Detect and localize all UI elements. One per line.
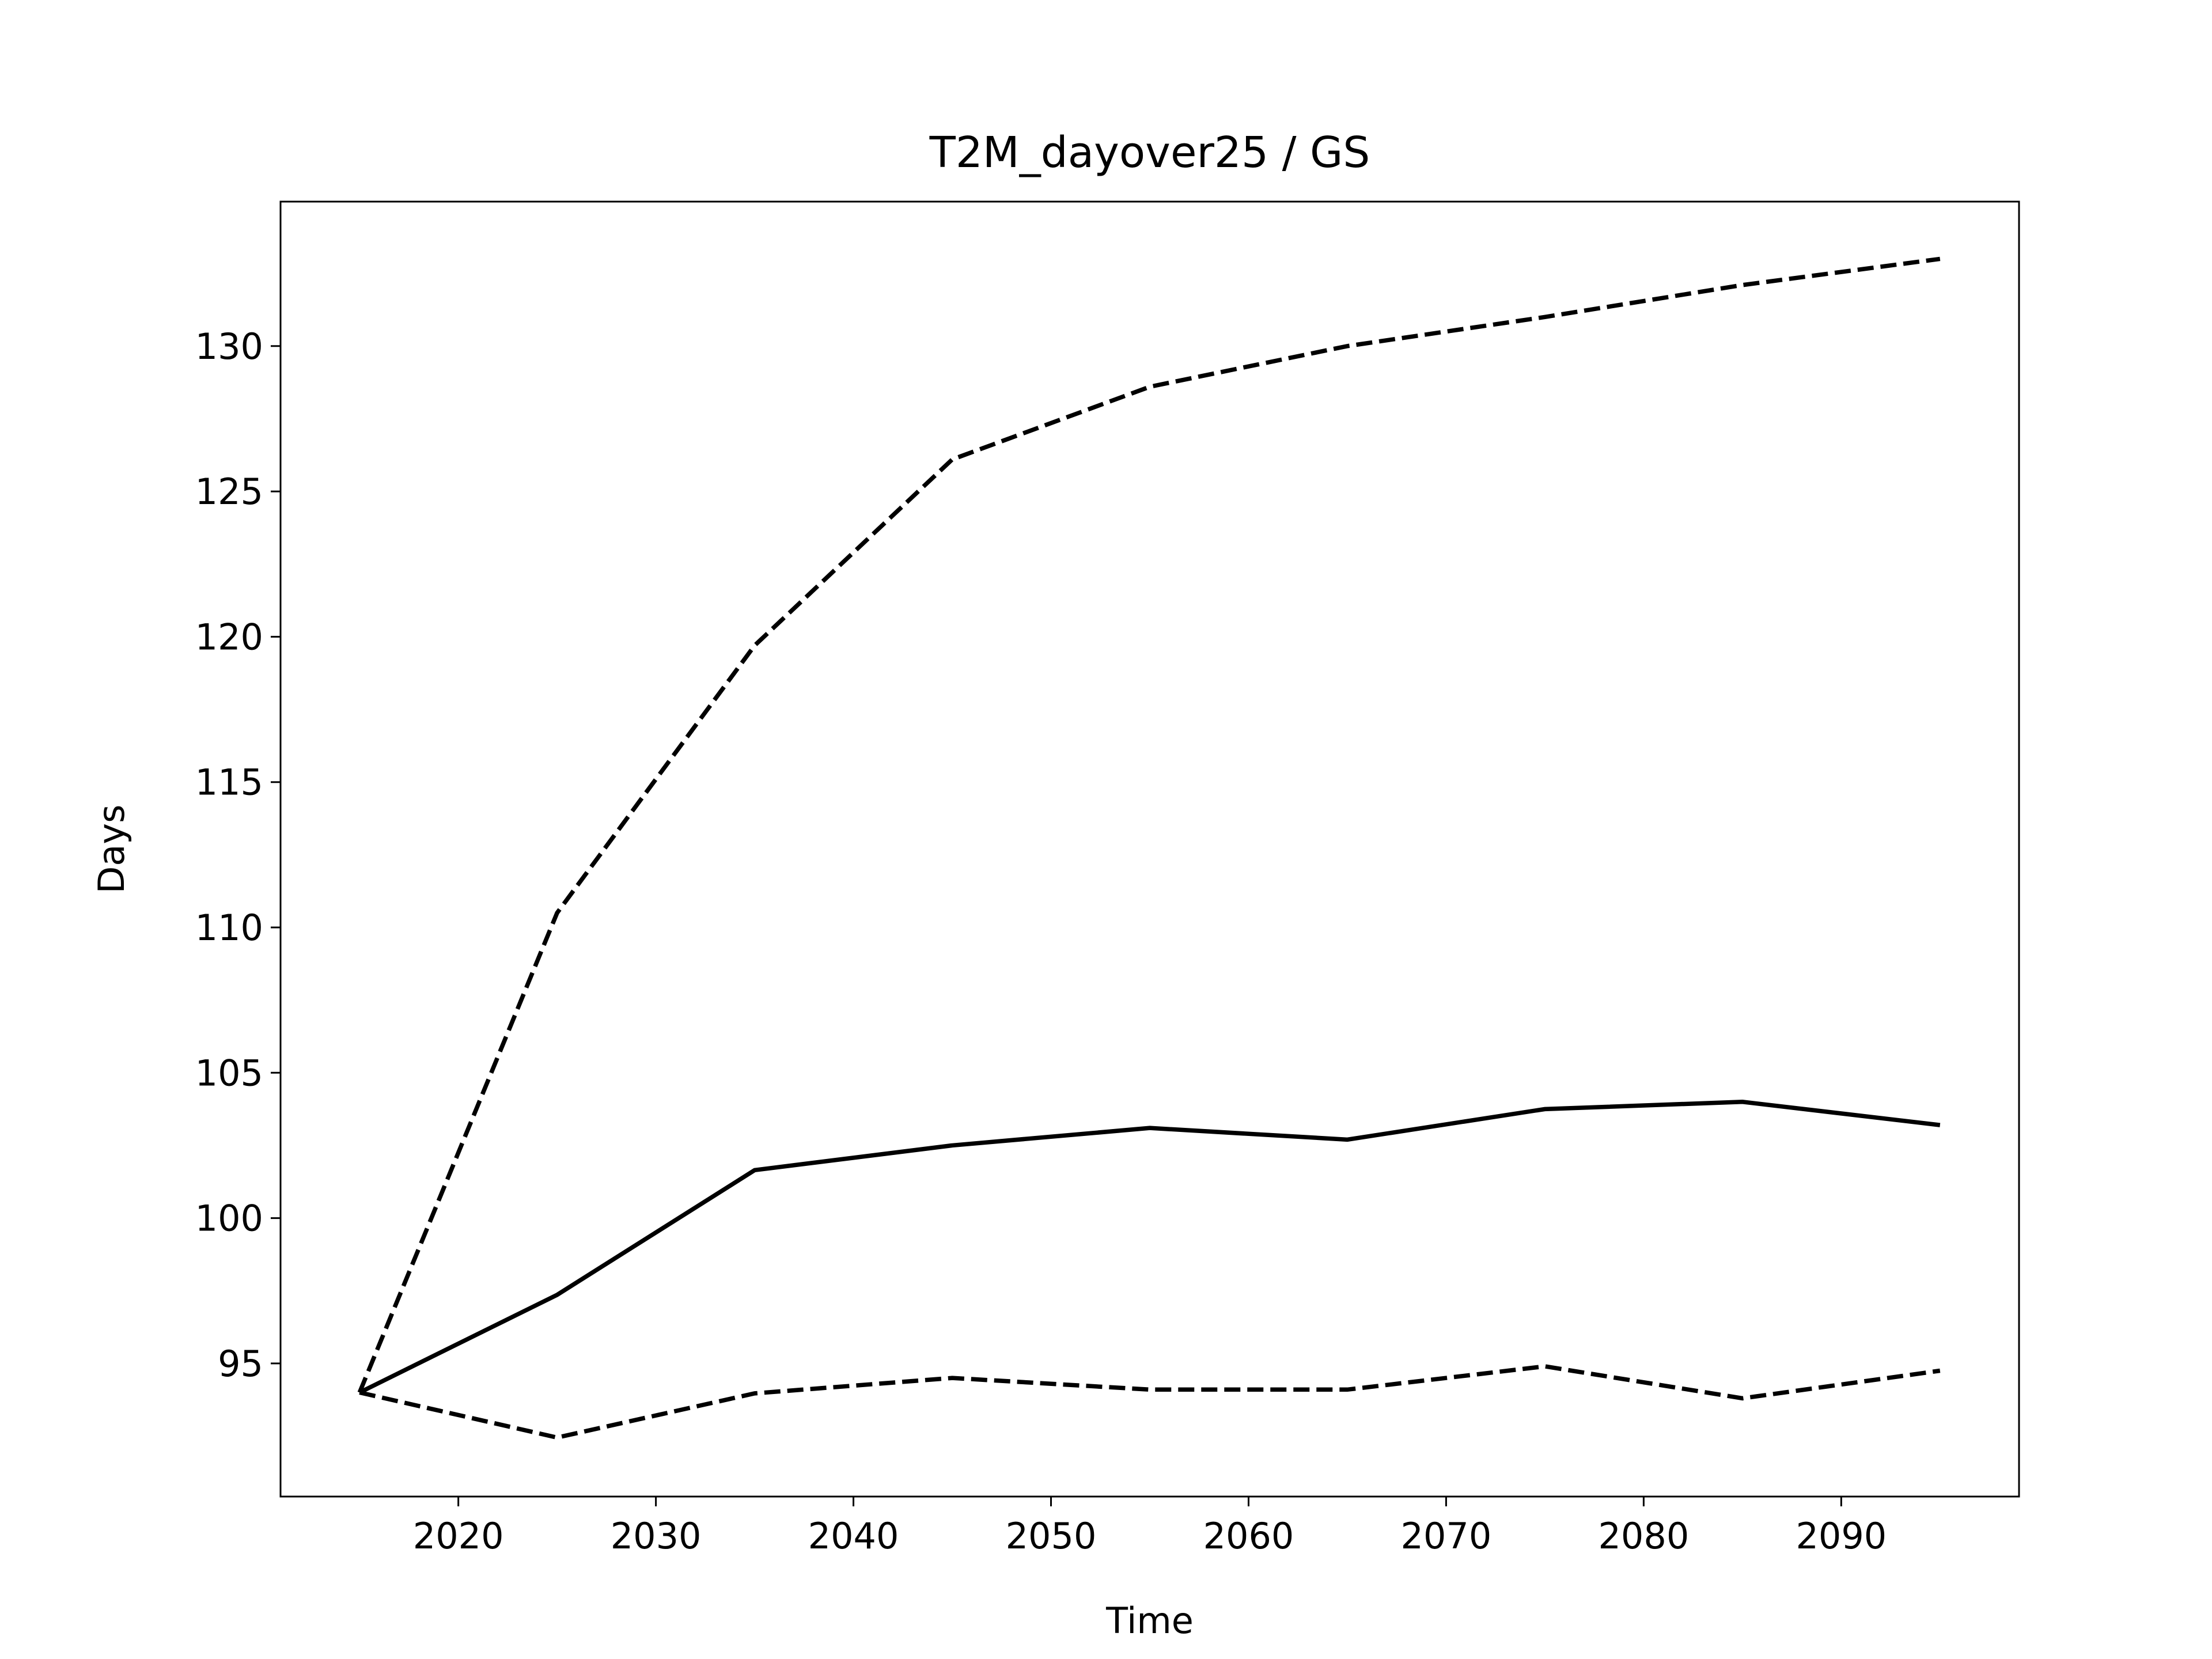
y-axis-label: Days <box>90 805 132 894</box>
x-tick-label: 2020 <box>413 1515 504 1557</box>
x-tick-label: 2060 <box>1203 1515 1294 1557</box>
x-tick-label: 2070 <box>1401 1515 1492 1557</box>
series-line <box>357 256 1941 1393</box>
plot-frame <box>279 200 2020 1498</box>
y-tick-label: 130 <box>195 325 263 368</box>
y-tick-label: 125 <box>195 471 263 513</box>
y-tick-label: 110 <box>195 907 263 949</box>
y-tick-label: 115 <box>195 762 263 804</box>
y-tick-label: 100 <box>195 1198 263 1240</box>
series-line <box>359 1364 1941 1440</box>
y-tick-label: 95 <box>218 1343 263 1385</box>
y-tick-label: 120 <box>195 616 263 658</box>
x-axis-label: Time <box>1105 1600 1194 1642</box>
x-tick-label: 2080 <box>1598 1515 1689 1557</box>
chart-title: T2M_dayover25 / GS <box>929 128 1370 177</box>
series-line <box>358 1099 1941 1395</box>
x-tick-label: 2090 <box>1796 1515 1887 1557</box>
y-tick-label: 105 <box>195 1052 263 1094</box>
x-tick-label: 2030 <box>611 1515 702 1557</box>
x-tick-label: 2050 <box>1006 1515 1097 1557</box>
x-tick-label: 2040 <box>808 1515 899 1557</box>
